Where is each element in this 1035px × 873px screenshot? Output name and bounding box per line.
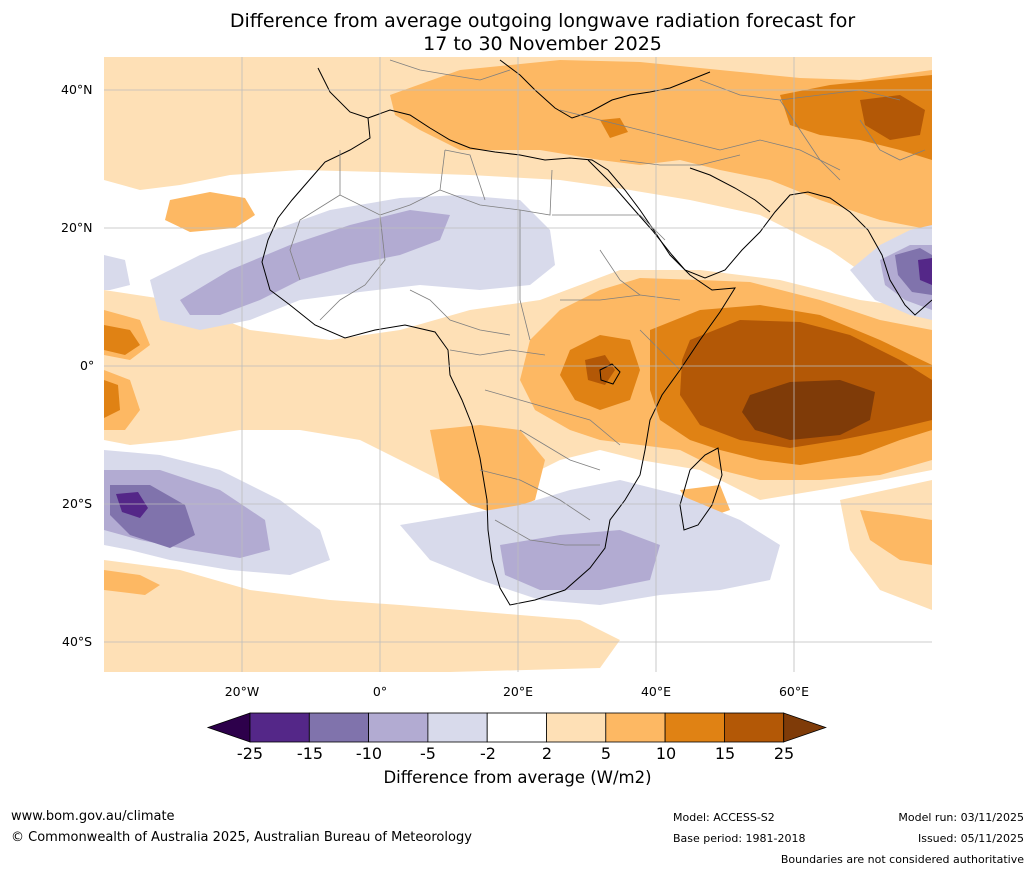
colorbar-swatch: [664, 712, 725, 743]
base-period: Base period: 1981-2018: [673, 832, 806, 845]
lon-label-40e: 40°E: [640, 684, 672, 699]
country-borders: [289, 59, 926, 546]
lat-label-20s: 20°S: [62, 496, 93, 511]
lat-label-40n: 40°N: [61, 82, 93, 97]
colorbar-tick: 2: [541, 744, 553, 763]
lon-label-20e: 20°E: [502, 684, 534, 699]
lon-label-20w: 20°W: [224, 684, 260, 699]
colorbar-tick: 15: [714, 744, 736, 763]
anomaly-above-25: [742, 380, 875, 440]
copyright-text: © Commonwealth of Australia 2025, Austra…: [11, 830, 472, 845]
colorbar-swatch: [605, 712, 666, 743]
colorbar-tick: -10: [355, 744, 383, 763]
colorbar-swatch: [368, 712, 429, 743]
boundaries-disclaimer: Boundaries are not considered authoritat…: [780, 853, 1024, 866]
issued-date: Issued: 05/11/2025: [917, 832, 1024, 845]
graticule: [104, 57, 932, 672]
colorbar-swatch: [724, 712, 785, 743]
model-run-date: Model run: 03/11/2025: [898, 811, 1024, 824]
colorbar-tick: -2: [480, 744, 496, 763]
lon-label-0: 0°: [372, 684, 388, 699]
colorbar-extend-low: [206, 712, 251, 743]
colorbar-swatch: [486, 712, 547, 743]
colorbar-swatch: [546, 712, 607, 743]
colorbar-swatch: [249, 712, 310, 743]
colorbar-tick: -5: [420, 744, 436, 763]
coastlines: [261, 59, 932, 606]
colorbar-tick: 10: [655, 744, 677, 763]
colorbar-title: Difference from average (W/m2): [383, 768, 652, 787]
colorbar-swatch: [427, 712, 488, 743]
colorbar-extend-high: [783, 712, 827, 743]
title-line-1: Difference from average outgoing longwav…: [229, 10, 856, 32]
title-line-2: 17 to 30 November 2025: [423, 33, 662, 55]
lat-label-20n: 20°N: [61, 220, 93, 235]
lat-label-40s: 40°S: [62, 634, 93, 649]
website-link[interactable]: www.bom.gov.au/climate: [11, 809, 175, 824]
lat-label-equator: 0°: [80, 358, 95, 373]
colorbar: [206, 712, 827, 743]
anomaly-minus-25-to-minus-15: [116, 258, 932, 518]
colorbar-tick: -15: [296, 744, 324, 763]
model-name: Model: ACCESS-S2: [673, 811, 775, 824]
lon-label-60e: 60°E: [778, 684, 810, 699]
colorbar-tick: -25: [236, 744, 264, 763]
colorbar-swatch: [308, 712, 369, 743]
colorbar-tick: 25: [773, 744, 795, 763]
colorbar-tick: 5: [600, 744, 612, 763]
map-title: Difference from average outgoing longwav…: [0, 10, 1035, 56]
